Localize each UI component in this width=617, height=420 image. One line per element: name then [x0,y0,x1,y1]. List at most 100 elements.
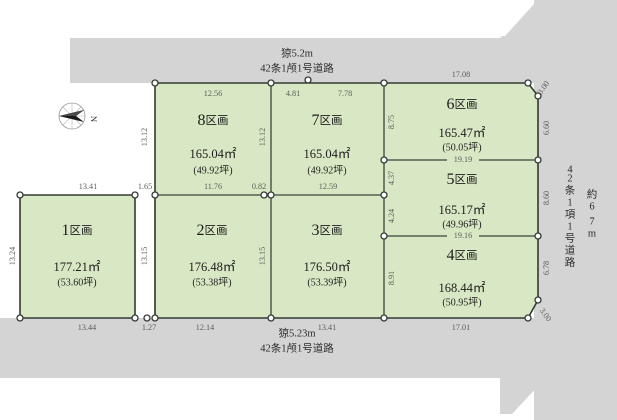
lot-7-tsubo: (49.92坪) [307,163,346,176]
road-right-type-c2: 1 [567,197,572,208]
node [267,79,275,87]
lot-2-area-group: 176.48㎡ [189,260,236,274]
dim-lot2-top: 11.76 [204,182,222,191]
node [534,296,542,304]
node [380,79,388,87]
lot-6-unit: 区画 [455,99,478,111]
lot-3-polygon[interactable] [271,195,384,318]
road-notch-bottom [0,378,534,420]
lot-1-area-unit: ㎡ [88,260,101,274]
lot-8-polygon[interactable] [155,83,271,195]
lot-7-area-group: 165.04㎡ [304,147,351,161]
road-corner-top-right [500,4,540,83]
node [304,76,312,84]
road-bottom-type: 42条1颅1号道路 [260,341,334,354]
lot-7-polygon[interactable] [271,83,384,195]
lot-1-tsubo: (53.60坪) [57,275,96,288]
lot-labels: 8区画 165.04㎡ (49.92坪) 7区画 165.04㎡ (49.92坪… [54,96,486,309]
dim-lot3-right-lower: 8.91 [387,271,396,285]
dim-lot7-top-right: 7.78 [338,89,352,98]
lot-2-area-unit: ㎡ [223,260,236,274]
lot-1-area-group: 177.21㎡ [54,260,101,274]
lot-5-area: 165.17 [439,203,473,217]
lot-5-tsubo: (49.96坪) [442,217,481,230]
lot-3-number-group: 3区画 [312,222,343,239]
lot-6-number: 6 [447,96,455,113]
compass-north-label: N [89,116,99,122]
node [16,314,24,322]
survey-nodes [16,76,542,322]
road-corner-bottom-right [500,378,540,414]
dim-gap-left: 1.65 [138,182,152,191]
lot-2-area: 176.48 [189,260,223,274]
lot-5-polygon[interactable] [384,160,538,236]
lot-2-tsubo: (53.38坪) [192,275,231,288]
node [380,314,388,322]
dim-gap-bottom-left: 1.27 [142,323,156,332]
road-right-type-c1: 条 [565,183,576,196]
road-notch-topleft [0,0,70,83]
lot-polygons [20,83,538,318]
lot-2-number-group: 2区画 [197,222,228,239]
dim-right-seg-4: 6.78 [542,261,551,275]
dim-gap-right: 0.82 [252,182,266,191]
node [534,232,542,240]
dim-lot8-right: 13.12 [258,128,267,146]
road-right-width-c0: 約 [587,187,598,200]
lot-7-area: 165.04 [304,147,339,161]
node [534,156,542,164]
dim-lot3-top: 12.59 [319,182,337,191]
node [534,92,542,100]
lot-5-number: 5 [447,171,455,188]
road-top-area [70,38,534,83]
lot-6-tsubo: (50.05坪) [442,140,481,153]
lot-5-area-unit: ㎡ [473,203,486,217]
lot-3-tsubo: (53.39坪) [307,275,346,288]
lot-5-area-group: 165.17㎡ [439,203,486,217]
lot-2-number: 2 [197,222,205,239]
road-right-area [534,0,617,420]
lot-6-number-group: 6区画 [447,96,478,113]
lot-4-number: 4 [447,247,455,264]
road-bottom-area [0,318,534,378]
dim-divider-5-4-bg [447,231,479,241]
dim-lot7-right-upper: 8.75 [387,115,396,129]
lot-6-polygon[interactable] [384,83,538,160]
lot-4-tsubo: (50.95坪) [442,295,481,308]
road-right-type-c7: 路 [565,255,576,268]
dim-lot5-left-lower: 4.24 [387,209,396,223]
lot-8-tsubo: (49.92坪) [193,163,232,176]
dim-divider-5-4: 19.16 [454,231,472,240]
node [267,191,275,199]
lot-4-polygon[interactable] [384,236,538,318]
dim-lot5-left-upper: 4.37 [387,171,396,185]
lot-2-polygon[interactable] [155,195,271,318]
dimension-labels: 12.56 4.81 7.78 17.08 3.00 13.41 1.65 11… [8,70,553,332]
lot-7-unit: 区画 [320,115,343,127]
dim-divider-5-4-group: 19.16 [447,231,479,241]
node [143,314,151,322]
lot-6-area-group: 165.47㎡ [439,126,486,140]
road-labels: 猄5.2m 42条1颅1号道路 猄5.23m 42条1颅1号道路 4 2 条 1… [260,46,597,354]
node [131,191,139,199]
lot-6-area: 165.47 [439,126,473,140]
lot-8-unit: 区画 [206,115,229,127]
dim-right-seg-6: 6.60 [542,121,551,135]
dim-lot2-bottom: 12.14 [196,323,214,332]
lot-4-unit: 区画 [455,250,478,262]
road-top-type: 42条1颅1号道路 [260,61,334,74]
lot-1-number: 1 [62,222,70,239]
lot-1-polygon[interactable] [20,195,135,318]
lot-4-area-group: 168.44㎡ [439,281,486,295]
lot-3-area-group: 176.50㎡ [304,260,351,274]
lot-8-area-unit: ㎡ [224,147,237,161]
lot-4-area-unit: ㎡ [473,281,486,295]
lot-1-number-group: 1区画 [62,222,93,239]
road-bottom-width: 猄5.23m [278,326,315,339]
road-right-type-c5: 号 [565,232,576,244]
lot-3-number: 3 [312,222,320,239]
lot-4-number-group: 4区画 [447,247,478,264]
lot-4-area: 168.44 [439,281,474,295]
lot-8-number: 8 [198,112,206,129]
